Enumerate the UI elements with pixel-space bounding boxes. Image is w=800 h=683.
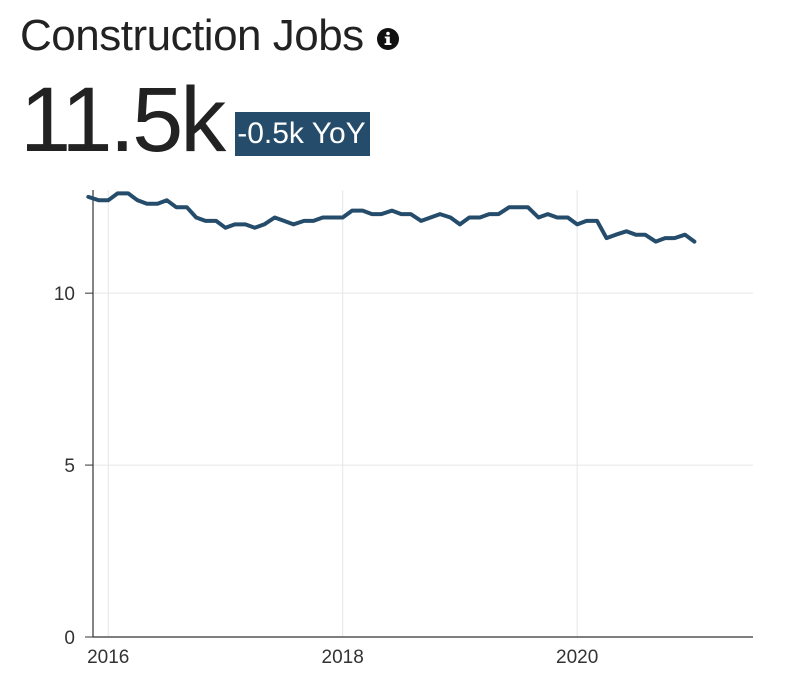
series [86, 191, 697, 244]
y-tick-label: 5 [64, 456, 75, 477]
chart-title: Construction Jobs [20, 11, 364, 60]
info-circle-icon[interactable] [376, 27, 400, 51]
grid [93, 190, 753, 637]
x-tick-label: 2016 [87, 647, 129, 668]
y-tick-label: 10 [54, 284, 75, 305]
header: Construction Jobs [20, 8, 400, 64]
x-tick-label: 2020 [556, 647, 598, 668]
kpi: 11.5k -0.5k YoY [20, 74, 370, 166]
axes: 0 5 10 2016 2018 2020 [54, 190, 753, 668]
series-line [86, 191, 697, 244]
yoy-change-badge: -0.5k YoY [235, 112, 370, 156]
x-tick-label: 2018 [322, 647, 364, 668]
y-tick-label: 0 [64, 628, 75, 649]
kpi-value: 11.5k [20, 69, 226, 171]
